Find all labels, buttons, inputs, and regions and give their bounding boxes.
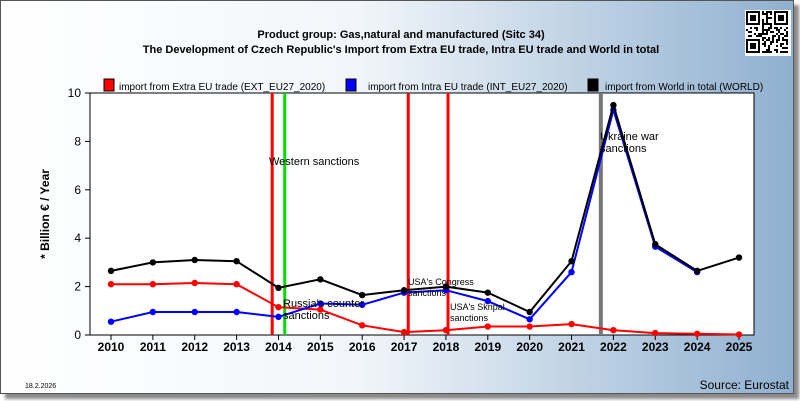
y-axis-label: * Billion € / Year bbox=[38, 169, 52, 259]
event-label: USA's Skripal sanctions bbox=[450, 302, 505, 323]
x-axis-ticks: 2010 2011 2012 2013 2014 2015 2016 2017 2018 2019… bbox=[98, 335, 753, 354]
event-label: Russia's counter sanctions bbox=[283, 298, 364, 322]
data-point bbox=[652, 329, 659, 337]
data-point bbox=[526, 308, 533, 316]
data-point bbox=[359, 301, 366, 308]
data-point bbox=[484, 323, 491, 330]
data-point bbox=[317, 276, 324, 283]
x-tick-label: 2019 bbox=[474, 340, 501, 354]
legend-label-intra-eu: import from Intra EU trade (INT_EU27_202… bbox=[368, 82, 568, 93]
x-tick-label: 2023 bbox=[642, 340, 669, 354]
data-point bbox=[484, 297, 491, 305]
data-point bbox=[568, 268, 575, 276]
data-point bbox=[693, 330, 701, 337]
series-line-2 bbox=[110, 101, 740, 314]
y-tick-label: 6 bbox=[74, 183, 81, 197]
data-point bbox=[107, 280, 115, 288]
footer-source: Source: Eurostat bbox=[700, 378, 790, 392]
data-point bbox=[275, 284, 282, 292]
x-tick-label: 2017 bbox=[391, 340, 418, 354]
data-point bbox=[191, 256, 198, 264]
chart-subtitle: The Development of Czech Republic's Impo… bbox=[143, 44, 659, 56]
x-tick-label: 2018 bbox=[433, 340, 460, 354]
data-point bbox=[735, 254, 743, 261]
data-point bbox=[149, 280, 157, 288]
event-label: Western sanctions bbox=[269, 156, 360, 168]
data-point bbox=[275, 313, 282, 321]
data-point bbox=[526, 316, 533, 323]
data-point bbox=[568, 320, 575, 328]
legend-swatch-extra-eu bbox=[103, 78, 115, 92]
x-tick-label: 2011 bbox=[140, 340, 166, 354]
data-point bbox=[568, 257, 575, 265]
data-point bbox=[359, 322, 366, 329]
data-point bbox=[191, 279, 198, 287]
data-point bbox=[233, 280, 240, 288]
data-point bbox=[652, 241, 659, 248]
series-lines bbox=[107, 101, 743, 338]
event-lines bbox=[270, 93, 603, 335]
data-point bbox=[400, 328, 408, 336]
y-tick-label: 0 bbox=[74, 328, 81, 342]
x-tick-label: 2016 bbox=[349, 340, 376, 354]
y-tick-label: 10 bbox=[68, 86, 82, 100]
data-point bbox=[693, 267, 701, 275]
event-labels: Western sanctions Russia's counter sanctio… bbox=[269, 131, 659, 323]
legend-label-world: import from World in total (WORLD) bbox=[605, 82, 763, 93]
data-point bbox=[317, 306, 324, 313]
data-point bbox=[149, 308, 157, 316]
data-point bbox=[484, 289, 491, 296]
data-point bbox=[191, 308, 198, 316]
x-tick-label: 2015 bbox=[307, 340, 334, 354]
data-point bbox=[442, 326, 450, 334]
plot-area bbox=[89, 92, 755, 336]
x-tick-label: 2012 bbox=[181, 340, 208, 354]
chart-title: Product group: Gas,natural and manufactu… bbox=[257, 29, 545, 41]
x-tick-label: 2010 bbox=[98, 340, 125, 354]
x-tick-label: 2024 bbox=[684, 340, 711, 354]
data-point bbox=[317, 300, 324, 307]
data-point bbox=[107, 267, 115, 275]
y-tick-label: 4 bbox=[74, 231, 81, 245]
data-point bbox=[400, 287, 408, 294]
footer-date: 18.2.2026 bbox=[25, 383, 56, 390]
data-point bbox=[275, 303, 282, 311]
data-point bbox=[610, 326, 617, 334]
data-point bbox=[526, 323, 533, 330]
data-point bbox=[359, 291, 366, 299]
data-point bbox=[149, 259, 157, 266]
data-point bbox=[233, 308, 240, 316]
event-label: Ukraine war sanctions bbox=[600, 131, 659, 155]
legend: import from Extra EU trade (EXT_EU27_202… bbox=[103, 78, 763, 93]
data-point bbox=[735, 331, 743, 338]
legend-label-extra-eu: import from Extra EU trade (EXT_EU27_202… bbox=[119, 82, 325, 93]
data-point bbox=[442, 283, 450, 290]
data-point bbox=[610, 101, 617, 109]
x-tick-label: 2025 bbox=[726, 340, 753, 354]
data-point bbox=[107, 318, 115, 325]
legend-swatch-intra-eu bbox=[345, 78, 357, 92]
x-tick-label: 2022 bbox=[600, 340, 627, 354]
event-label: USA's Congress sanctions bbox=[408, 277, 474, 298]
series-line-0 bbox=[111, 281, 740, 336]
x-tick-label: 2021 bbox=[558, 340, 585, 354]
chart-frame: Product group: Gas,natural and manufactu… bbox=[0, 0, 794, 394]
x-tick-label: 2013 bbox=[223, 340, 250, 354]
legend-swatch-world bbox=[587, 78, 599, 92]
qr-code-icon bbox=[745, 10, 791, 56]
y-axis-ticks: 0 2 4 6 8 10 bbox=[68, 86, 90, 342]
x-tick-label: 2014 bbox=[265, 340, 292, 354]
data-point bbox=[233, 257, 240, 265]
y-tick-label: 8 bbox=[74, 134, 81, 148]
x-tick-label: 2020 bbox=[516, 340, 543, 354]
y-tick-label: 2 bbox=[74, 280, 81, 294]
